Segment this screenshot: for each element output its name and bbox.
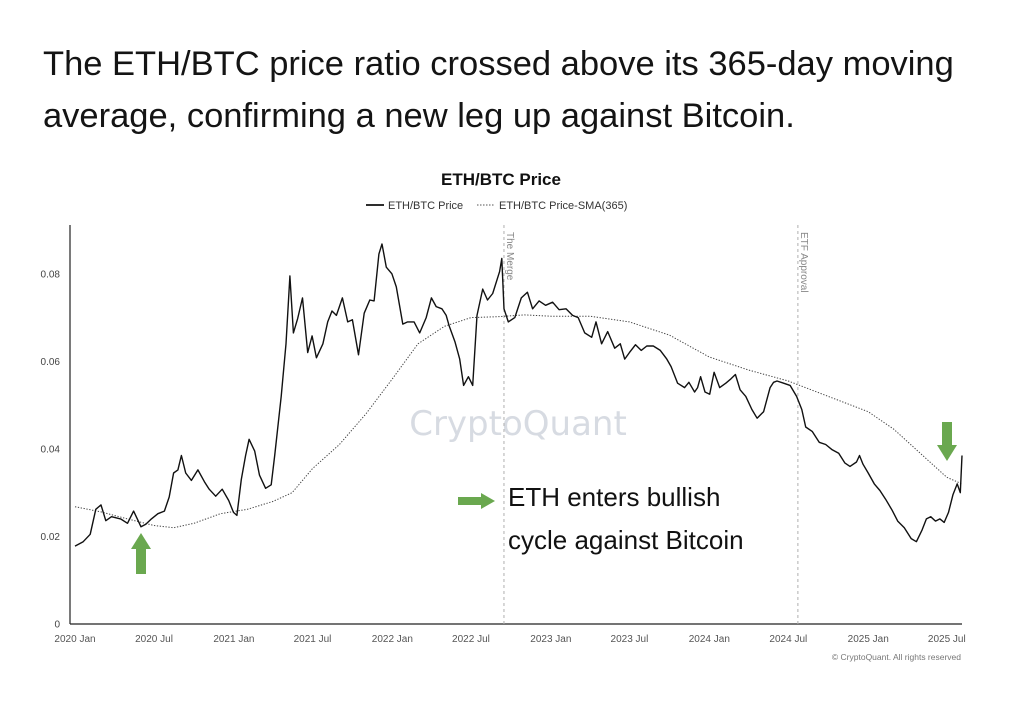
x-tick-label: 2020 Jul	[135, 634, 173, 645]
event-markers: The Merge ETF Approval	[503, 225, 809, 624]
headline: The ETH/BTC price ratio crossed above it…	[43, 45, 954, 135]
chart-title: ETH/BTC Price	[441, 170, 561, 189]
y-tick-label: 0.06	[41, 357, 61, 368]
x-tick-label: 2020 Jan	[54, 634, 95, 645]
legend: ETH/BTC Price ETH/BTC Price-SMA(365)	[366, 200, 627, 212]
y-tick-label: 0.04	[41, 444, 61, 455]
copyright-notice: © CryptoQuant. All rights reserved	[832, 652, 961, 662]
legend-sma-label: ETH/BTC Price-SMA(365)	[499, 200, 627, 212]
y-axis-ticks: 0 0.02 0.04 0.06 0.08	[41, 269, 61, 630]
x-tick-label: 2021 Jul	[294, 634, 332, 645]
series-sma-365-line	[74, 314, 963, 529]
annotation-line-1: ETH enters bullish	[508, 482, 720, 512]
x-tick-label: 2024 Jan	[689, 634, 730, 645]
y-tick-label: 0	[54, 620, 60, 631]
arrow-up-2020	[131, 533, 151, 574]
y-tick-label: 0.08	[41, 269, 61, 280]
x-tick-label: 2022 Jul	[452, 634, 490, 645]
arrow-down-2025	[937, 422, 957, 461]
series-eth-btc-price-line	[74, 243, 963, 547]
x-tick-label: 2022 Jan	[372, 634, 413, 645]
watermark: CryptoQuant	[409, 404, 627, 444]
x-axis-ticks: 2020 Jan 2020 Jul 2021 Jan 2021 Jul 2022 Jan…	[54, 634, 965, 645]
event-label: ETF Approval	[798, 232, 809, 293]
legend-price-label: ETH/BTC Price	[388, 200, 463, 212]
arrow-right-annotation	[458, 493, 495, 509]
x-tick-label: 2021 Jan	[213, 634, 254, 645]
x-tick-label: 2024 Jul	[769, 634, 807, 645]
event-label: The Merge	[504, 232, 515, 281]
x-tick-label: 2025 Jan	[848, 634, 889, 645]
x-tick-label: 2023 Jan	[530, 634, 571, 645]
y-tick-label: 0.02	[41, 532, 61, 543]
annotation-line-2: cycle against Bitcoin	[508, 525, 744, 555]
x-tick-label: 2023 Jul	[611, 634, 649, 645]
x-tick-label: 2025 Jul	[928, 634, 966, 645]
